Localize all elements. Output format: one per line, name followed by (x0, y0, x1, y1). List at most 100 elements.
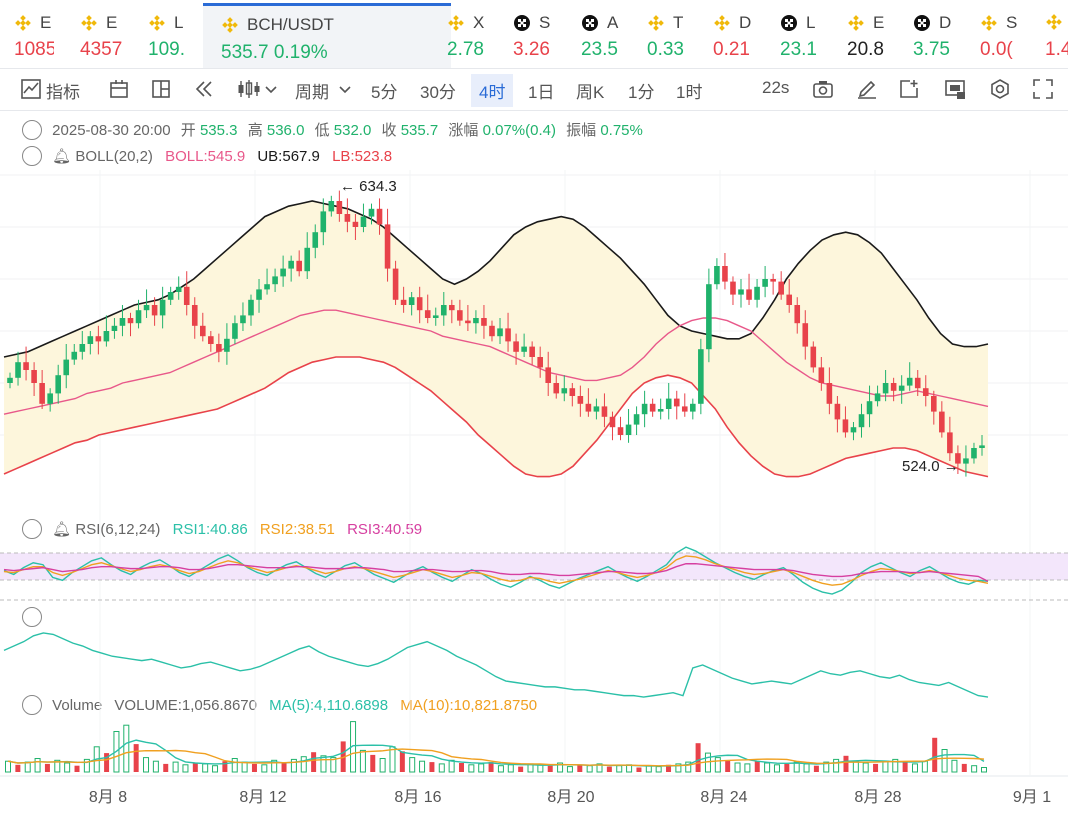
volume-bar (419, 760, 426, 773)
volume-bar (911, 763, 918, 773)
volume-bar (921, 760, 928, 773)
ticker-item[interactable]: X 2.78 (447, 0, 487, 68)
ticker-item[interactable]: E 1085 (14, 0, 54, 68)
candle-body (352, 221, 359, 227)
volume-bar (350, 721, 357, 773)
interval-4h[interactable]: 4时 (471, 74, 514, 107)
ticker-item[interactable]: L 109. (148, 0, 196, 68)
drawing-tools-icon[interactable] (108, 78, 130, 100)
fullscreen-icon[interactable] (1032, 78, 1054, 100)
interval-1m[interactable]: 1分 (628, 83, 655, 102)
interval-1w[interactable]: 周K (576, 83, 605, 102)
pencil-icon[interactable] (856, 78, 878, 100)
candle-body (939, 411, 945, 433)
binance-icon (149, 15, 165, 31)
volume-bar (873, 763, 879, 772)
indicator-icon[interactable] (20, 78, 42, 100)
rsi3-value: RSI3:40.59 (347, 521, 423, 538)
boll-mid-value: BOLL:545.9 (165, 148, 246, 165)
candle-body (553, 383, 560, 394)
period-dropdown[interactable]: 周期 (295, 83, 329, 102)
candle-body (947, 432, 953, 454)
bell-icon[interactable]: 🔔︎ (52, 148, 72, 165)
candle-body (681, 406, 688, 412)
ticker-item[interactable]: D 3.75 (913, 0, 963, 68)
replay-icon[interactable] (193, 78, 215, 100)
ticker-symbol: E (873, 13, 885, 32)
candle-body (288, 260, 294, 269)
ticker-item[interactable]: S 0.0( (980, 0, 1028, 68)
candle-body (545, 367, 552, 383)
volume-ma5-value: MA(5):4,110.6898 (269, 696, 389, 714)
ticker-item[interactable]: A 23.5 (581, 0, 631, 68)
candle-body (183, 286, 190, 305)
interval-5m[interactable]: 5分 (371, 83, 398, 102)
candle-body (47, 393, 53, 404)
candle-body (521, 346, 527, 352)
candle-body (216, 344, 222, 352)
bollinger-mid-line (3, 309, 989, 415)
volume-bar (83, 758, 90, 773)
candle-body (143, 305, 150, 311)
candle-body (31, 370, 37, 383)
candle-body (955, 453, 961, 464)
ticker-item[interactable]: E 4357 (80, 0, 122, 68)
candle-type-icon[interactable] (236, 78, 262, 100)
candle-body (593, 406, 600, 412)
ticker-item[interactable]: 1.4 (1045, 0, 1068, 68)
sub-chart-toggle[interactable] (22, 607, 48, 628)
volume-ma10-value: MA(10):10,821.8750 (400, 696, 538, 714)
ticker-item[interactable]: T 0.33 (647, 0, 697, 68)
ticker-selected[interactable]: BCH/USDT 535.7 0.19% (203, 3, 451, 68)
ticker-name: S (513, 13, 550, 33)
high-price-marker: ← 634.3 (340, 178, 397, 195)
ticker-symbol: L (174, 13, 184, 32)
boll-ub-value: UB:567.9 (257, 148, 320, 165)
indicators-button[interactable]: 指标 (46, 83, 80, 102)
chevron-down-icon[interactable] (264, 78, 278, 100)
x-axis-tick-label: 8月 12 (239, 789, 286, 806)
rsi-toggle-icon[interactable] (22, 519, 42, 540)
volume-bar (833, 758, 840, 773)
ticker-price: 0.33 (647, 39, 684, 60)
ticker-symbol: S (1006, 13, 1018, 32)
volume-bar (547, 765, 553, 772)
layout-icon[interactable] (150, 78, 172, 100)
volume-bar (143, 757, 150, 773)
candle-body (810, 346, 817, 368)
expand-toggle-icon[interactable] (22, 607, 42, 627)
volume-bar (231, 758, 238, 773)
ticker-item[interactable]: D 0.21 (713, 0, 761, 68)
add-window-icon[interactable] (898, 78, 920, 100)
candle-body (304, 247, 311, 272)
boll-name[interactable]: BOLL(20,2) (75, 148, 153, 165)
interval-30m[interactable]: 30分 (420, 83, 456, 102)
candle-body (384, 224, 391, 269)
rsi-name[interactable]: RSI(6,12,24) (75, 521, 161, 538)
volume-bar (725, 760, 731, 772)
camera-icon[interactable] (812, 78, 834, 100)
interval-1h[interactable]: 1时 (676, 83, 703, 102)
boll-toggle-icon[interactable] (22, 146, 42, 167)
volume-bar (773, 764, 780, 773)
save-layout-icon[interactable] (944, 78, 966, 100)
candle-date: 2025-08-30 20:00 (52, 122, 171, 139)
candle-body (633, 414, 640, 425)
volume-toggle-icon[interactable] (22, 695, 42, 715)
volume-bar (892, 758, 899, 773)
ticker-item[interactable]: L 23.1 (780, 0, 830, 68)
ticker-item[interactable]: S 3.26 (513, 0, 563, 68)
collapse-toggle-icon[interactable] (22, 120, 42, 141)
candle-body (914, 377, 921, 389)
settings-icon[interactable] (989, 78, 1011, 100)
change-value: 0.07%(0.4) (482, 122, 556, 139)
rsi-bell-icon[interactable]: 🔔︎ (52, 521, 72, 538)
volume-name[interactable]: Volume (52, 696, 103, 714)
volume-bar (754, 761, 760, 772)
candle-body (778, 281, 784, 295)
volume-bar (704, 752, 711, 773)
boll-legend: 🔔︎ BOLL(20,2) BOLL:545.9 UB:567.9 LB:523… (22, 146, 392, 167)
interval-1d[interactable]: 1日 (528, 83, 555, 102)
ticker-item[interactable]: E 20.8 (847, 0, 895, 68)
volume-bar (458, 763, 464, 772)
